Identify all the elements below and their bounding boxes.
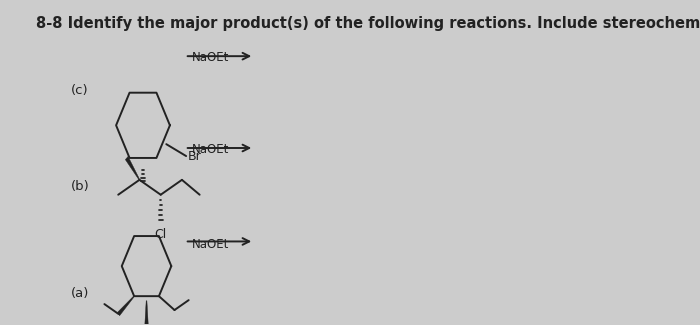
Text: (b): (b)	[71, 180, 90, 193]
Text: (a): (a)	[71, 287, 89, 300]
Text: Br: Br	[188, 150, 202, 162]
Polygon shape	[145, 301, 148, 325]
Text: Cl: Cl	[155, 228, 167, 241]
Text: NaOEt: NaOEt	[193, 143, 230, 156]
Text: 8-8 Identify the major product(s) of the following reactions. Include stereochem: 8-8 Identify the major product(s) of the…	[36, 16, 700, 31]
Text: NaOEt: NaOEt	[193, 51, 230, 64]
Text: NaOEt: NaOEt	[193, 238, 230, 251]
Polygon shape	[125, 156, 140, 180]
Text: (c): (c)	[71, 84, 88, 97]
Polygon shape	[118, 296, 134, 316]
